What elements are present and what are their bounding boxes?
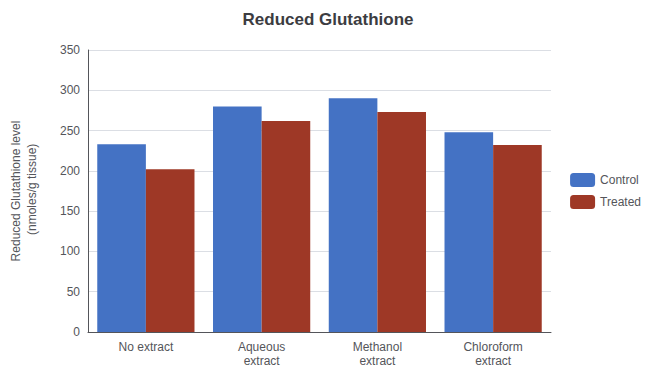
svg-text:100: 100	[60, 244, 80, 258]
svg-text:(nmoles/g tissue): (nmoles/g tissue)	[25, 144, 39, 239]
svg-text:250: 250	[60, 124, 80, 138]
svg-text:Reduced Glutathione: Reduced Glutathione	[243, 10, 414, 29]
svg-text:Chloroform: Chloroform	[463, 340, 522, 354]
svg-text:50: 50	[67, 285, 81, 299]
svg-text:200: 200	[60, 164, 80, 178]
svg-text:Methanol: Methanol	[353, 340, 402, 354]
svg-text:300: 300	[60, 83, 80, 97]
svg-text:Aqueous: Aqueous	[238, 340, 285, 354]
svg-text:extract: extract	[475, 354, 512, 368]
svg-text:350: 350	[60, 43, 80, 57]
svg-text:extract: extract	[359, 354, 396, 368]
svg-text:150: 150	[60, 204, 80, 218]
svg-text:extract: extract	[244, 354, 281, 368]
svg-text:Reduced Glutathione level: Reduced Glutathione level	[9, 121, 23, 262]
svg-text:Control: Control	[600, 173, 639, 187]
svg-text:Treated: Treated	[600, 195, 641, 209]
svg-text:No extract: No extract	[119, 340, 174, 354]
svg-text:0: 0	[73, 325, 80, 339]
